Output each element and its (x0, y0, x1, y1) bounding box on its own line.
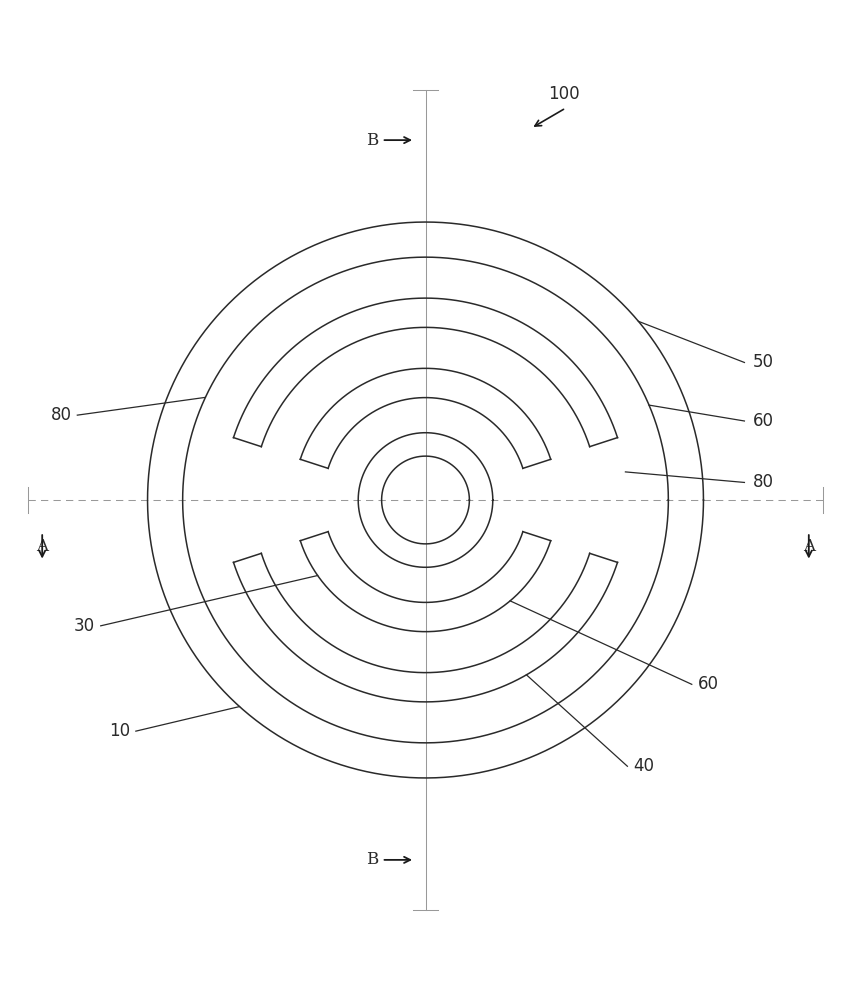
Text: B: B (367, 132, 379, 149)
Text: B: B (367, 851, 379, 868)
Text: 60: 60 (753, 412, 774, 430)
Text: A: A (37, 538, 49, 555)
Text: 10: 10 (109, 722, 130, 740)
Text: 50: 50 (753, 353, 774, 371)
Text: 30: 30 (74, 617, 94, 635)
Text: 60: 60 (698, 675, 718, 693)
Text: A: A (802, 538, 814, 555)
Text: 40: 40 (633, 757, 654, 775)
Text: 80: 80 (753, 473, 774, 491)
Text: 100: 100 (548, 85, 580, 103)
Text: 80: 80 (50, 406, 71, 424)
